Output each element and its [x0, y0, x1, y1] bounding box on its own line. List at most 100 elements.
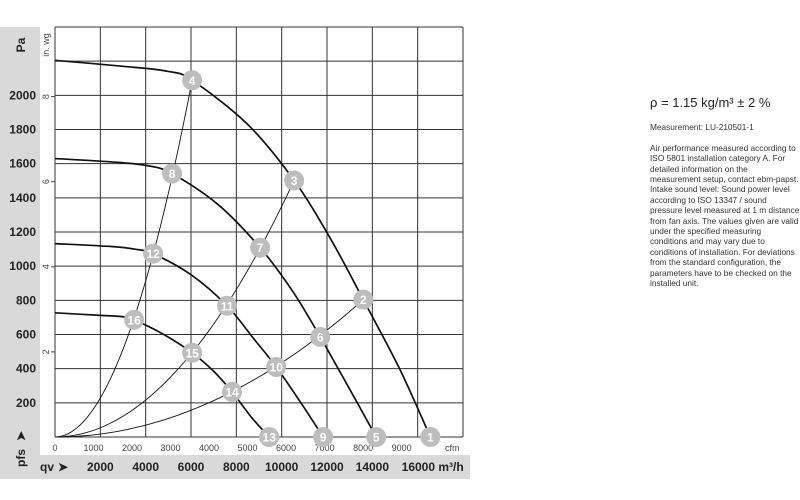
operating-point-marker: 3	[284, 170, 305, 191]
operating-point-number: 10	[270, 360, 284, 374]
cfm-tick-label: 6000	[276, 443, 296, 453]
operating-point-number: 4	[189, 74, 196, 88]
y-tick-label: 1600	[9, 157, 36, 171]
operating-point-circle	[124, 309, 145, 330]
cfm-tick-label: 2000	[122, 443, 142, 453]
operating-point-circle	[284, 170, 305, 191]
ticks: 200 400 600 800 1000 1200 1400 1600 1800 2000 2000…	[9, 88, 463, 474]
operating-point-circle	[250, 237, 271, 258]
grid	[54, 26, 464, 438]
operating-point-circle	[182, 70, 203, 91]
x-axis-panel	[40, 455, 470, 479]
operating-point-circle	[313, 427, 334, 447]
operating-point-circle	[217, 295, 238, 316]
x-tick-label: 16000 m³/h	[402, 460, 464, 474]
operating-point-marker: 6	[310, 326, 331, 347]
cfm-tick-label: 1000	[83, 443, 103, 453]
y-tick-label: 200	[16, 396, 36, 410]
cfm-tick-label: 5000	[238, 443, 258, 453]
pa-unit-label: Pa	[14, 37, 28, 52]
y-tick-label: 1000	[9, 259, 36, 273]
operating-point-circle	[222, 381, 243, 402]
operating-point-number: 16	[127, 313, 141, 327]
markers: 4 3 2 1 8 7 6 5 12 11 10 9 16 15 14 13	[124, 70, 441, 447]
fan-curve	[54, 242, 324, 438]
fan-curve	[54, 157, 377, 438]
x-tick-label: 6000	[178, 460, 205, 474]
fan-curve	[54, 311, 270, 438]
operating-point-number: 1	[427, 431, 434, 445]
air-density: ρ = 1.15 kg/m³ ± 2 %	[650, 95, 771, 110]
inwg-tick-label: 6	[41, 179, 51, 184]
operating-point-marker: 10	[266, 356, 287, 377]
qv-arrow: ➤	[58, 460, 69, 474]
operating-point-circle	[366, 427, 387, 447]
cfm-tick-label: 8000	[353, 443, 373, 453]
curves	[54, 59, 432, 438]
y-axis-panel	[0, 27, 40, 479]
notes-panel: ρ = 1.15 kg/m³ ± 2 % Measurement: LU-210…	[650, 95, 800, 289]
y-tick-label: 1200	[9, 225, 36, 239]
x-tick-label: 8000	[223, 460, 250, 474]
operating-point-circle	[259, 427, 280, 447]
x-tick-label: 12000	[310, 460, 344, 474]
system-curve	[54, 180, 295, 438]
operating-point-marker: 9	[313, 427, 334, 447]
y-tick-label: 1400	[9, 191, 36, 205]
measurement-notes: Air performance measured according to IS…	[650, 142, 800, 289]
operating-point-marker: 14	[222, 381, 243, 402]
qv-label: qv	[40, 460, 54, 474]
fan-curve	[54, 59, 432, 438]
operating-point-number: 9	[320, 431, 327, 445]
y-tick-label: 800	[16, 293, 36, 307]
operating-point-marker: 7	[250, 237, 271, 258]
cfm-tick-label: 9000	[392, 443, 412, 453]
operating-point-marker: 15	[182, 342, 203, 363]
operating-point-marker: 11	[217, 295, 238, 316]
operating-point-marker: 16	[124, 309, 145, 330]
operating-point-circle	[182, 342, 203, 363]
pfs-arrow: ➤	[14, 430, 28, 441]
operating-point-number: 14	[225, 385, 239, 399]
operating-point-number: 7	[257, 241, 264, 255]
operating-point-number: 11	[221, 299, 234, 313]
y-tick-label: 400	[16, 362, 36, 376]
x-tick-label: 2000	[87, 460, 114, 474]
operating-point-circle	[162, 163, 183, 184]
operating-point-number: 8	[169, 167, 176, 181]
operating-point-number: 13	[263, 431, 277, 445]
x-tick-label: 14000	[356, 460, 390, 474]
operating-point-circle	[420, 427, 441, 447]
operating-point-circle	[310, 326, 331, 347]
cfm-tick-label: 3000	[161, 443, 181, 453]
operating-point-number: 6	[317, 330, 324, 344]
cfm-tick-label: 0	[52, 443, 57, 453]
operating-point-marker: 2	[353, 289, 374, 310]
inwg-tick-label: 8	[41, 94, 51, 99]
operating-point-circle	[143, 243, 164, 264]
y-tick-label: 1800	[9, 123, 36, 137]
operating-point-marker: 5	[366, 427, 387, 447]
operating-point-marker: 8	[162, 163, 183, 184]
operating-point-circle	[266, 356, 287, 377]
operating-point-marker: 4	[182, 70, 203, 91]
pfs-label: pfs	[14, 449, 28, 467]
y-tick-label: 600	[16, 328, 36, 342]
operating-point-marker: 13	[259, 427, 280, 447]
x-tick-label: 4000	[132, 460, 159, 474]
operating-point-number: 12	[146, 247, 160, 261]
operating-point-number: 2	[360, 293, 367, 307]
operating-point-number: 3	[291, 174, 298, 188]
system-curve	[54, 80, 193, 438]
operating-point-marker: 1	[420, 427, 441, 447]
y-tick-label: 2000	[9, 88, 36, 102]
inwg-unit-label: in. wg	[41, 33, 51, 57]
operating-point-marker: 12	[143, 243, 164, 264]
inwg-tick-label: 2	[41, 349, 51, 354]
cfm-unit-label: cfm	[445, 443, 460, 453]
cfm-tick-label: 7000	[315, 443, 335, 453]
inwg-tick-label: 4	[41, 264, 51, 269]
operating-point-number: 5	[373, 431, 380, 445]
operating-point-number: 15	[185, 346, 199, 360]
